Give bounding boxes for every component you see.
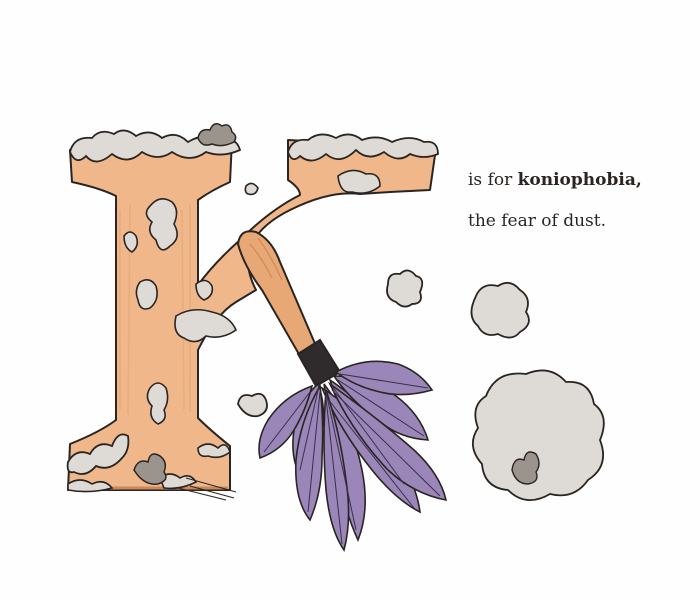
caption: is for koniophobia, the fear of dust. xyxy=(468,172,688,230)
dust-bunny-bottom xyxy=(133,453,167,485)
caption-definition: the fear of dust. xyxy=(468,211,606,231)
dust-cloud-small-1 xyxy=(386,269,424,308)
dust-top-right xyxy=(287,133,439,162)
duster-handle xyxy=(236,230,318,358)
caption-line-1: is for koniophobia, xyxy=(468,172,688,189)
dust-bunny-cloud xyxy=(511,451,540,485)
feather-duster xyxy=(236,230,448,552)
dust-bottom xyxy=(66,433,130,475)
letter-k xyxy=(66,123,439,501)
caption-prefix: is for xyxy=(468,170,518,190)
caption-word: koniophobia, xyxy=(517,170,642,190)
dust-bunny-top xyxy=(197,123,237,147)
dust-cloud-small-2 xyxy=(470,281,530,339)
dust-cloud-large xyxy=(472,369,605,501)
dust-clouds xyxy=(237,269,605,501)
dust-cloud-small-3 xyxy=(237,392,268,418)
